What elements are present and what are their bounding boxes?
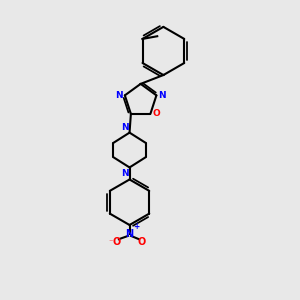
Text: O: O: [112, 237, 120, 247]
Text: N: N: [121, 123, 128, 132]
Text: N: N: [115, 91, 123, 100]
Text: N: N: [125, 230, 134, 239]
Text: +: +: [133, 222, 139, 231]
Text: O: O: [137, 237, 146, 247]
Text: O: O: [152, 110, 160, 118]
Text: N: N: [121, 169, 128, 178]
Text: N: N: [158, 91, 166, 100]
Text: ⁻: ⁻: [108, 237, 113, 246]
